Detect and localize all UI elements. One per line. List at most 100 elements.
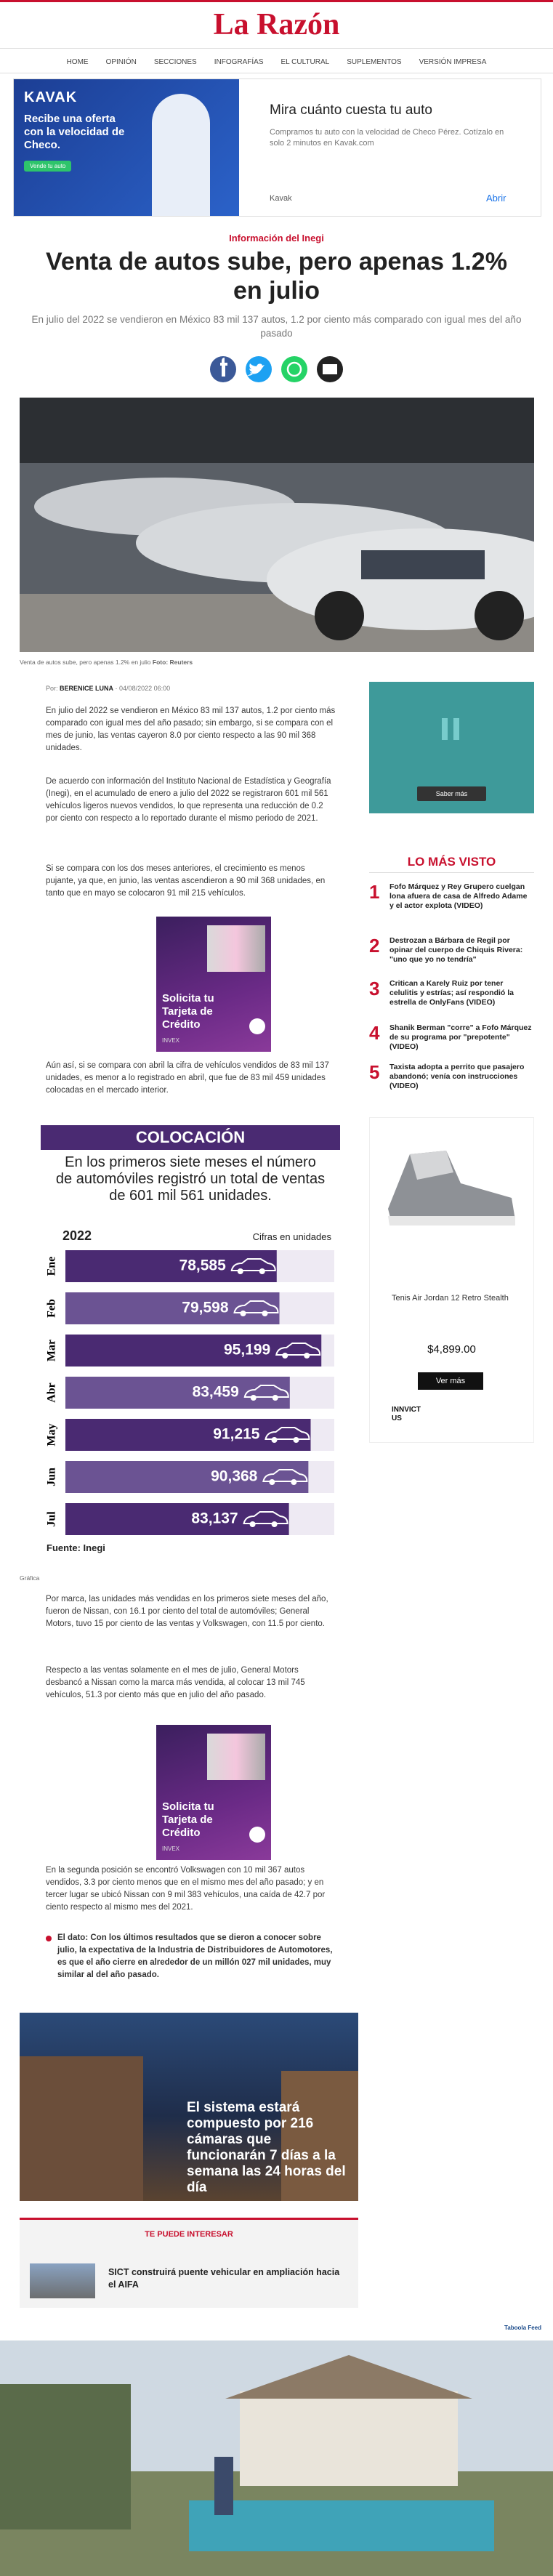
share-bar [210, 356, 343, 382]
rank: 1 [369, 881, 380, 903]
ad-button[interactable]: Vende tu auto [24, 161, 72, 172]
ad-cta[interactable]: Abrir [486, 193, 506, 204]
date: 04/08/2022 06:00 [119, 685, 171, 692]
car-icon [233, 1300, 279, 1313]
taboola-label[interactable]: Taboola Feed [504, 2325, 541, 2331]
paragraph: Aún así, si se compara con abril la cifr… [46, 1061, 329, 1095]
car-wheel [271, 1521, 278, 1527]
share-whatsapp[interactable] [281, 356, 307, 382]
nav-item[interactable]: OPINIÓN [105, 58, 137, 66]
rank: 4 [369, 1022, 380, 1044]
paragraph: En julio del 2022 se vendieron en México… [46, 707, 336, 752]
value-label: 83,137 [191, 1510, 238, 1527]
nav-item[interactable]: HOME [66, 58, 89, 66]
most-viewed-item[interactable]: Fofo Márquez y Rey Grupero cuelgan lona … [389, 882, 528, 910]
car-icon [230, 1258, 276, 1271]
related-title[interactable]: SICT construirá puente vehicular en ampl… [108, 2267, 340, 2290]
inline-ad[interactable]: Solicita tu Tarjeta de Crédito INVEX [156, 917, 271, 1052]
nav-item[interactable]: INFOGRAFÍAS [214, 58, 264, 66]
bar [65, 1419, 311, 1451]
paragraph: De acuerdo con información del Instituto… [46, 777, 331, 823]
kicker: Información del Inegi [229, 233, 324, 243]
street-photo: El sistema estará compuesto por 216 cáma… [20, 2013, 358, 2201]
most-viewed-item[interactable]: Destrozan a Bárbara de Regil por opinar … [389, 936, 523, 964]
y-tick-label: May [46, 1423, 58, 1446]
video-button[interactable]: Saber más [417, 786, 486, 801]
rank: 3 [369, 978, 380, 999]
ad-brand: INVEX [162, 1037, 180, 1044]
highlight: El dato: Con los últimos resultados que … [46, 1932, 336, 1981]
car-icon [243, 1511, 288, 1524]
caption-text: Venta de autos sube, pero apenas 1.2% en… [20, 659, 151, 666]
ad-banner[interactable]: KAVAK Recibe una oferta con la velocidad… [13, 79, 541, 217]
most-viewed-title: LO MÁS VISTO [407, 855, 496, 869]
car-wheel [259, 1268, 265, 1274]
bar [65, 1503, 289, 1535]
car-wheel [269, 1479, 275, 1485]
value-label: 90,368 [211, 1468, 258, 1485]
ad-brand: KAVAK [24, 89, 78, 105]
value-label: 91,215 [213, 1426, 260, 1443]
bar [65, 1292, 280, 1324]
y-tick-label: Jun [46, 1468, 58, 1486]
y-tick-label: Abr [46, 1382, 58, 1403]
car-wheel [271, 1437, 278, 1443]
value-label: 79,598 [182, 1300, 229, 1316]
y-tick-label: Ene [46, 1257, 58, 1276]
most-viewed-item[interactable]: Taxista adopta a perrito que pasajero ab… [389, 1063, 525, 1090]
car-wheel [250, 1395, 257, 1401]
most-viewed-item[interactable]: Critican a Karely Ruiz por tener celulit… [389, 979, 514, 1007]
video-ad[interactable]: Saber más [369, 682, 534, 813]
headline: Venta de autos sube, pero apenas 1.2% en… [46, 248, 507, 305]
infographic: COLOCACIÓN En los primeros siete meses e… [41, 1125, 340, 1557]
top-stripe [0, 0, 553, 2]
ad-arrow[interactable] [249, 1018, 265, 1034]
shoe-brand: INNVICTUS [392, 1406, 421, 1422]
shoe-ad[interactable]: Tenis Air Jordan 12 Retro Stealth $4,899… [369, 1117, 534, 1443]
pause-icon [442, 718, 459, 740]
ad-title: Solicita tu Tarjeta de Crédito [162, 992, 214, 1031]
byline-prefix: Por: [46, 685, 58, 692]
building [20, 2056, 143, 2201]
y-tick-label: Feb [46, 1299, 58, 1318]
related-box[interactable]: TE PUEDE INTERESAR SICT construirá puent… [20, 2218, 358, 2308]
ad-arrow[interactable] [249, 1827, 265, 1843]
logo[interactable]: La Razón [213, 8, 340, 41]
ad-headline: Recibe una oferta con la velocidad de Ch… [24, 113, 125, 151]
shoe-name: Tenis Air Jordan 12 Retro Stealth [392, 1294, 509, 1303]
chart-unit: Cifras en unidades [252, 1231, 331, 1242]
feed-photo[interactable] [0, 2340, 553, 2576]
bar [65, 1250, 277, 1282]
ad-image [207, 925, 265, 972]
divider [369, 872, 534, 873]
nav: HOME OPINIÓN SECCIONES INFOGRAFÍAS EL CULTUR… [0, 58, 553, 66]
car-wheel [304, 1353, 310, 1359]
nav-item[interactable]: SUPLEMENTOS [347, 58, 402, 66]
inline-ad[interactable]: Solicita tu Tarjeta de Crédito INVEX [156, 1725, 271, 1860]
car-wheel [237, 1268, 243, 1274]
author[interactable]: BERENICE LUNA [60, 685, 114, 692]
ad-advertiser: Kavak [270, 194, 292, 203]
shoe-image [388, 1151, 515, 1225]
car-icon [265, 1427, 310, 1440]
photo-overlay-text: El sistema estará compuesto por 216 cáma… [187, 2100, 346, 2195]
shoe-button[interactable]: Ver más [418, 1372, 483, 1390]
icon [323, 364, 337, 374]
ad-image [207, 1734, 265, 1780]
most-viewed-item[interactable]: Shanik Berman "corre" a Fofo Márquez de … [389, 1023, 532, 1051]
value-label: 95,199 [224, 1342, 270, 1359]
caption: Venta de autos sube, pero apenas 1.2% en… [20, 659, 193, 666]
nav-item[interactable]: EL CULTURAL [280, 58, 330, 66]
value-label: 83,459 [193, 1384, 239, 1401]
bar [65, 1461, 309, 1493]
chart-title: COLOCACIÓN [41, 1125, 340, 1150]
nav-item[interactable]: SECCIONES [153, 58, 197, 66]
nav-item[interactable]: VERSIÓN IMPRESA [419, 58, 487, 66]
chart-subtitle: En los primeros siete meses el número de… [55, 1154, 326, 1204]
building [281, 2071, 358, 2201]
chart-year: 2022 [62, 1228, 92, 1243]
paragraph: Si se compara con los dos meses anterior… [46, 864, 326, 898]
bar [65, 1377, 290, 1409]
icon [247, 363, 265, 376]
